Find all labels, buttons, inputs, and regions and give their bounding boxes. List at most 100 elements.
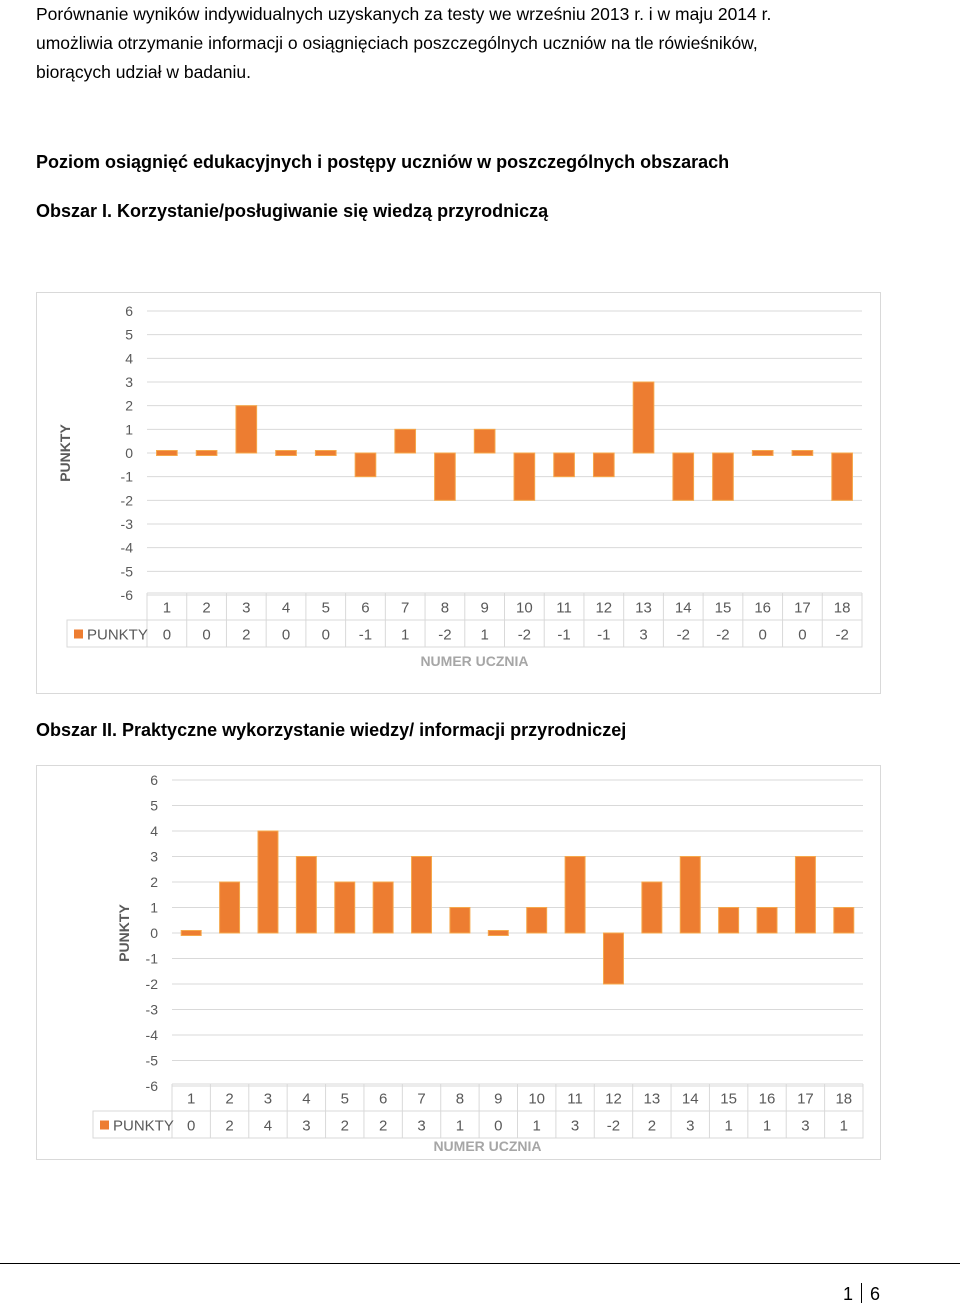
x-category-label: 1 [163,600,171,617]
chart-area2-frame: 6 5 4 3 2 1 0 -1 -2 -3 -4 -5 -6 PUNKTY 1 0 2 2 3 4 4 3 5 2 6 2 7 3 8… [36,765,881,1160]
bar [712,452,734,501]
footer-divider [0,1263,960,1264]
y-tick-label: 5 [150,798,158,814]
x-category-label: 11 [567,1091,583,1108]
y-tick-label: -1 [146,951,159,967]
section-heading: Poziom osiągnięć edukacyjnych i postępy … [36,152,730,172]
data-value-label: -2 [716,627,729,644]
x-category-label: 1 [187,1091,195,1108]
bar [831,452,853,501]
x-category-label: 18 [835,1091,852,1108]
bar [295,856,317,934]
legend-swatch [74,629,83,639]
bar [257,830,279,934]
x-category-label: 12 [605,1091,622,1108]
bar [526,907,548,934]
bar [195,450,218,456]
y-tick-label: 1 [150,900,158,916]
x-category-label: 5 [322,600,330,617]
y-tick-label: 5 [125,327,133,343]
data-value-label: -1 [557,627,570,644]
y-tick-label: -2 [146,976,159,992]
data-value-label: 2 [379,1118,387,1135]
x-category-label: 4 [282,600,290,617]
intro-paragraph: Porównanie wyników indywidualnych uzyska… [36,0,936,87]
x-category-label: 7 [417,1091,425,1108]
data-value-label: -2 [677,627,690,644]
data-value-label: 2 [242,627,250,644]
x-category-label: 2 [202,600,210,617]
data-value-label: 3 [417,1118,425,1135]
data-value-label: 3 [571,1118,579,1135]
bar [235,405,258,454]
data-value-label: 1 [533,1118,541,1135]
data-value-label: 1 [724,1118,732,1135]
data-value-label: -1 [359,627,372,644]
data-value-label: 2 [648,1118,656,1135]
y-tick-label: 3 [150,849,158,865]
bar [592,452,615,478]
x-category-label: 9 [480,600,488,617]
x-category-label: 14 [682,1091,699,1108]
x-category-label: 3 [264,1091,272,1108]
x-category-label: 2 [225,1091,233,1108]
chart-area1-frame: 6 5 4 3 2 1 0 -1 -2 -3 -4 -5 -6 PUNKTY 1 0 2 0 3 2 4 0 5 0 6 -1 7 1… [36,292,881,694]
x-category-label: 5 [341,1091,349,1108]
bar [156,450,178,456]
page-total: 6 [869,1284,880,1304]
x-category-label: 4 [302,1091,310,1108]
area1-heading: Obszar I. Korzystanie/posługiwanie się w… [36,201,549,221]
data-value-label: 0 [494,1118,502,1135]
x-category-label: 6 [361,600,369,617]
y-tick-label: -1 [121,469,134,485]
y-tick-label: 0 [150,925,158,941]
bar [632,381,655,454]
data-value-label: 1 [840,1118,848,1135]
x-category-label: 8 [456,1091,464,1108]
bar [794,856,816,934]
data-value-label: 3 [686,1118,694,1135]
x-category-label: 15 [720,1091,737,1108]
x-category-label: 15 [715,600,732,617]
data-value-label: 4 [264,1118,272,1135]
data-value-label: 0 [187,1118,195,1135]
data-value-label: 0 [163,627,171,644]
bar [394,428,417,454]
bar [411,856,433,934]
x-category-label: 10 [528,1091,545,1108]
x-category-label: 8 [441,600,449,617]
intro-line: Porównanie wyników indywidualnych uzyska… [36,4,772,24]
y-tick-label: -4 [121,540,134,556]
y-tick-label: -2 [121,492,134,508]
data-value-label: -2 [438,627,451,644]
bar [487,930,509,936]
y-tick-label: 1 [125,421,133,437]
x-category-label: 18 [834,600,851,617]
data-value-label: 2 [341,1118,349,1135]
data-value-label: 3 [801,1118,809,1135]
bar [553,452,575,478]
x-category-label: 14 [675,600,692,617]
bar [672,452,695,501]
bar [449,907,471,934]
data-value-label: 1 [763,1118,771,1135]
bar [434,452,456,501]
y-tick-label: 6 [125,303,133,319]
data-value-label: 3 [639,627,647,644]
legend-series-name: PUNKTY [87,627,148,644]
bar [791,450,814,456]
y-tick-label: 6 [150,772,158,788]
y-tick-label: -4 [146,1027,159,1043]
data-value-label: 0 [322,627,330,644]
bar [564,856,586,934]
y-tick-label: -6 [146,1078,159,1094]
x-category-label: 11 [556,600,572,617]
bar [219,881,241,934]
y-tick-label: 0 [125,445,133,461]
x-category-label: 16 [754,600,771,617]
bar [641,881,663,934]
intro-line: umożliwia otrzymanie informacji o osiągn… [36,33,758,53]
bar [354,452,377,478]
legend-series-name: PUNKTY [113,1118,174,1135]
bar [679,856,701,934]
